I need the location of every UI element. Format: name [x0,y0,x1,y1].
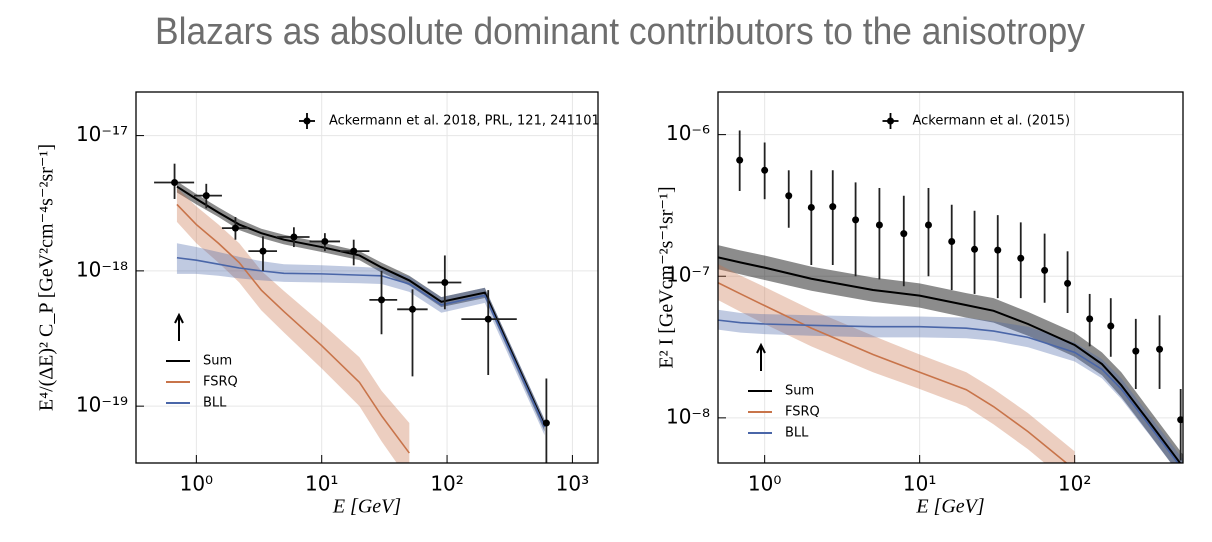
data-point [259,247,267,255]
data-point [378,296,386,304]
data-point [736,156,744,164]
arrow [756,342,766,371]
x-tick-label: 10⁰ [180,472,213,496]
data-point [231,224,239,232]
data-point [971,245,979,253]
legend-label: FSRQ [203,375,238,390]
data-point [1107,322,1115,330]
data-point [350,247,358,255]
y-axis-label: E² I [GeVcm⁻²s⁻¹sr⁻¹] [656,186,678,368]
band [718,309,1183,463]
y-tick-label: 10⁻⁸ [666,404,710,428]
data-point [171,179,179,187]
data-point [900,230,908,238]
legend-label: BLL [785,426,809,441]
x-tick-label: 10² [1058,472,1091,496]
y-tick-label: 10⁻¹⁸ [76,257,128,281]
legend-label: BLL [203,396,227,411]
legend-label: Ackermann et al. 2018, PRL, 121, 241101 [329,114,600,129]
data-point [1086,315,1094,323]
y-tick-label: 10⁻¹⁹ [76,393,128,417]
data-point [1017,254,1025,262]
line [176,203,410,454]
data-point [807,203,815,211]
legend-label: Sum [785,384,814,399]
data-point [1177,416,1183,424]
line [176,256,546,428]
band [176,187,410,463]
data-point [290,233,298,241]
x-axis-label: E [GeV] [915,496,984,518]
line [176,185,546,426]
plot-frame [135,91,599,464]
arrow [174,312,184,341]
data-point [875,221,883,229]
plot-frame [717,91,1184,464]
y-tick-label: 10⁻⁷ [666,263,710,287]
data-point [829,203,837,211]
data-point [202,192,210,200]
data-point [1041,266,1049,274]
legend-marker [887,117,894,125]
data-point [408,305,416,313]
data-point [1156,345,1164,353]
data-point [852,216,860,224]
data-point [1064,279,1072,287]
data-point [441,279,449,287]
line [718,256,1182,463]
x-tick-label: 10³ [556,472,589,496]
legend-label: Sum [203,354,232,369]
data-point [542,419,550,427]
plot [154,163,550,463]
x-tick-label: 10¹ [903,472,936,496]
chart: 10⁰ 10¹ 10² 10⁻⁶ 10⁻⁷ 10⁻⁸ Ackermann et al. (2… [656,91,1184,518]
x-tick-label: 10¹ [305,472,338,496]
chart: 10⁰ 10¹ 10² 10³ 10⁻¹⁷ 10⁻¹⁸ 10⁻¹⁹ Ackermann et … [36,91,600,518]
data-point [1132,347,1140,355]
y-axis-label: E⁴/(ΔE)² C_P [GeV²cm⁻⁴s⁻²sr⁻¹] [36,144,58,411]
data-point [994,246,1002,254]
legend-marker [303,117,311,125]
data-point [484,315,492,323]
data-point [948,237,956,245]
band [176,181,545,432]
data-point [761,166,769,174]
x-axis-label: E [GeV] [332,496,401,518]
plot [718,130,1183,463]
slide-title: Blazars as absolute dominant contributor… [155,11,1085,53]
band [176,243,545,436]
data-point [785,192,793,200]
line [718,282,1068,463]
line [718,319,1179,463]
y-tick-label: 10⁻⁶ [666,121,710,145]
x-tick-label: 10² [430,472,463,496]
data-point [321,237,329,245]
legend-label: FSRQ [785,405,820,420]
legend-label: Ackermann et al. (2015) [913,114,1071,129]
data-point [924,221,932,229]
y-tick-label: 10⁻¹⁷ [76,122,128,146]
band [718,245,1183,463]
x-tick-label: 10⁰ [748,472,781,496]
